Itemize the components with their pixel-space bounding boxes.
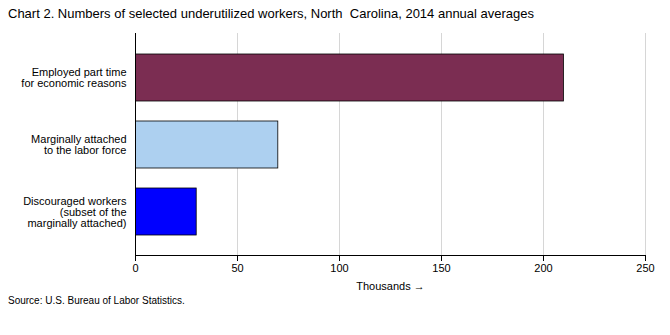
svg-text:100: 100	[330, 262, 348, 274]
svg-text:Marginally attachedto the labo: Marginally attachedto the labor force	[31, 133, 126, 156]
svg-text:Employed part timefor economic: Employed part timefor economic reasons	[21, 66, 127, 89]
svg-text:Discouraged workers(subset of: Discouraged workers(subset of themargina…	[23, 195, 127, 229]
svg-text:50: 50	[231, 262, 243, 274]
svg-text:200: 200	[534, 262, 552, 274]
svg-text:Thousands →: Thousands →	[356, 280, 424, 292]
html-text:Chart 2. Numbers of selected u: Chart 2. Numbers of selected underutiliz…	[8, 6, 535, 21]
html-text:Source: U.S. Bureau of Labor S: Source: U.S. Bureau of Labor Statistics.	[8, 295, 185, 306]
svg-text:0: 0	[132, 262, 138, 274]
svg-text:250: 250	[636, 262, 654, 274]
svg-text:150: 150	[432, 262, 450, 274]
